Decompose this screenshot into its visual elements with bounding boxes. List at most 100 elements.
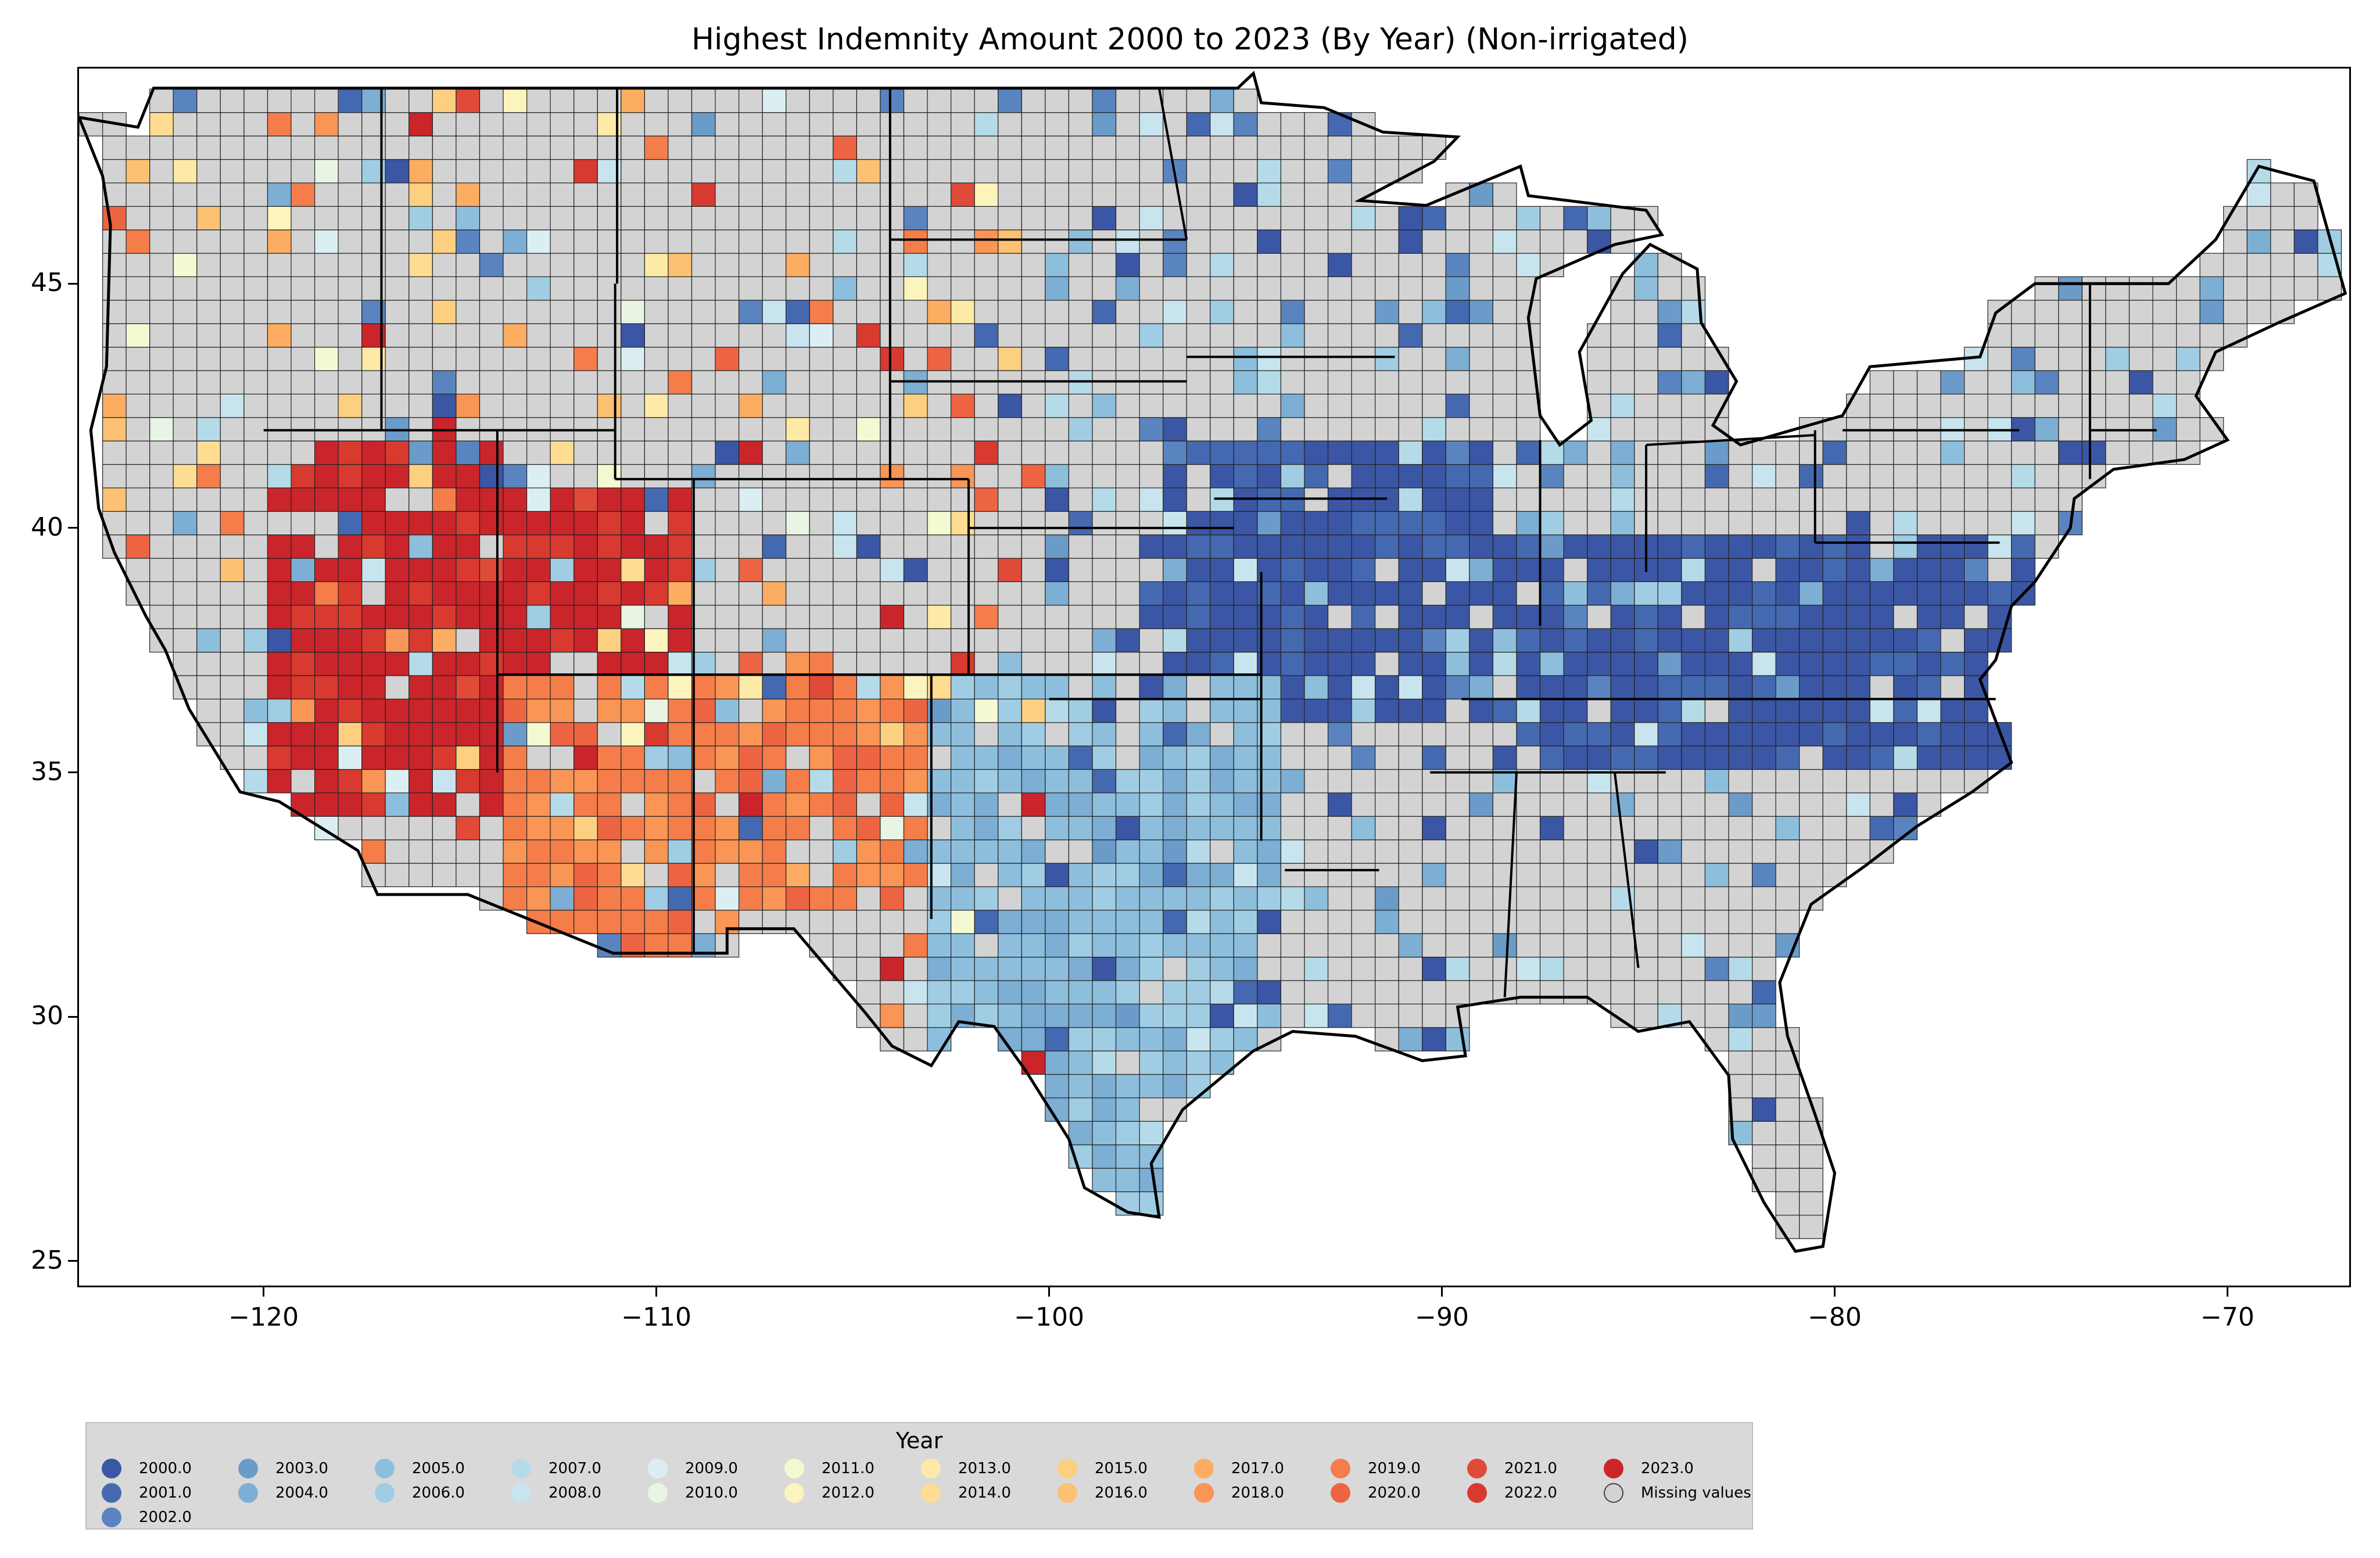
county-cell [950,581,975,606]
county-cell [1304,112,1329,137]
county-cell [1280,464,1305,489]
county-cell [1610,370,1635,395]
county-cell [1257,956,1282,981]
county-cell [1657,816,1682,841]
county-cell [1728,1027,1753,1051]
county-cell [1822,487,1847,512]
county-cell [1516,675,1541,700]
county-cell [243,440,268,465]
county-cell [1681,511,1706,536]
county-cell [1728,980,1753,1005]
county-cell [998,534,1022,559]
county-cell [1728,1050,1753,1075]
county-cell [173,511,198,536]
county-cell [668,182,693,207]
county-cell [1068,393,1093,418]
county-cell [1186,675,1211,700]
county-cell [1162,980,1187,1005]
county-cell [809,112,834,137]
county-cell [1704,863,1729,888]
county-cell [1139,206,1164,231]
county-cell [1469,393,1494,418]
county-cell [1115,698,1140,723]
county-cell [526,816,551,841]
county-cell [550,698,575,723]
county-cell [408,393,433,418]
county-cell [903,698,928,723]
county-cell [762,792,787,817]
county-cell [927,253,952,278]
county-cell [950,511,975,536]
county-cell [1139,605,1164,629]
county-cell [267,745,292,770]
county-cell [1092,1144,1117,1169]
county-cell [1257,534,1282,559]
county-cell [1375,745,1399,770]
county-cell [668,323,693,348]
county-cell [1186,839,1211,864]
county-cell [1634,839,1659,864]
county-cell [762,816,787,841]
county-cell [2176,300,2200,324]
legend-item: 2018.0 [1194,1481,1284,1505]
county-cell [1092,1027,1117,1051]
legend-label: 2023.0 [1641,1460,1694,1477]
county-cell [1964,581,1988,606]
county-cell [550,605,575,629]
county-cell [1492,347,1517,371]
county-cell [1068,933,1093,958]
county-cell [1422,323,1447,348]
county-cell [1045,698,1070,723]
county-cell [1327,135,1352,160]
county-cell [338,675,363,700]
county-cell [762,347,787,371]
county-cell [1516,980,1541,1005]
county-cell [1375,933,1399,958]
county-cell [196,300,221,324]
county-cell [1634,628,1659,653]
county-cell [1728,1074,1753,1099]
county-cell [2293,229,2318,254]
county-cell [1469,651,1494,676]
county-cell [950,980,975,1005]
county-cell [998,628,1022,653]
county-cell [1940,628,1965,653]
county-cell [196,276,221,301]
county-cell [1327,253,1352,278]
county-cell [1045,253,1070,278]
county-cell [338,605,363,629]
county-cell [833,511,858,536]
county-cell [927,651,952,676]
county-cell [1634,792,1659,817]
county-cell [1916,605,1941,629]
county-cell [338,159,363,184]
county-cell [668,393,693,418]
county-cell [762,511,787,536]
y-tick-mark [68,1015,77,1018]
county-cell [856,229,881,254]
county-cell [1445,745,1470,770]
county-cell [503,182,528,207]
county-cell [1728,933,1753,958]
county-cell [809,135,834,160]
county-cell [809,558,834,583]
county-cell [1422,1003,1447,1028]
county-cell [1210,792,1234,817]
county-cell [1045,792,1070,817]
county-cell [1799,769,1823,794]
county-cell [220,581,245,606]
county-cell [1987,534,2012,559]
county-cell [1351,417,1376,441]
county-cell [1610,651,1635,676]
county-cell [1280,206,1305,231]
county-cell [644,910,669,934]
county-cell [1799,1168,1823,1193]
county-cell [1610,745,1635,770]
county-cell [1257,370,1282,395]
county-cell [1634,323,1659,348]
county-cell [479,159,504,184]
county-cell [1210,534,1234,559]
county-cell [1162,816,1187,841]
county-cell [1162,347,1187,371]
county-cell [738,88,763,113]
